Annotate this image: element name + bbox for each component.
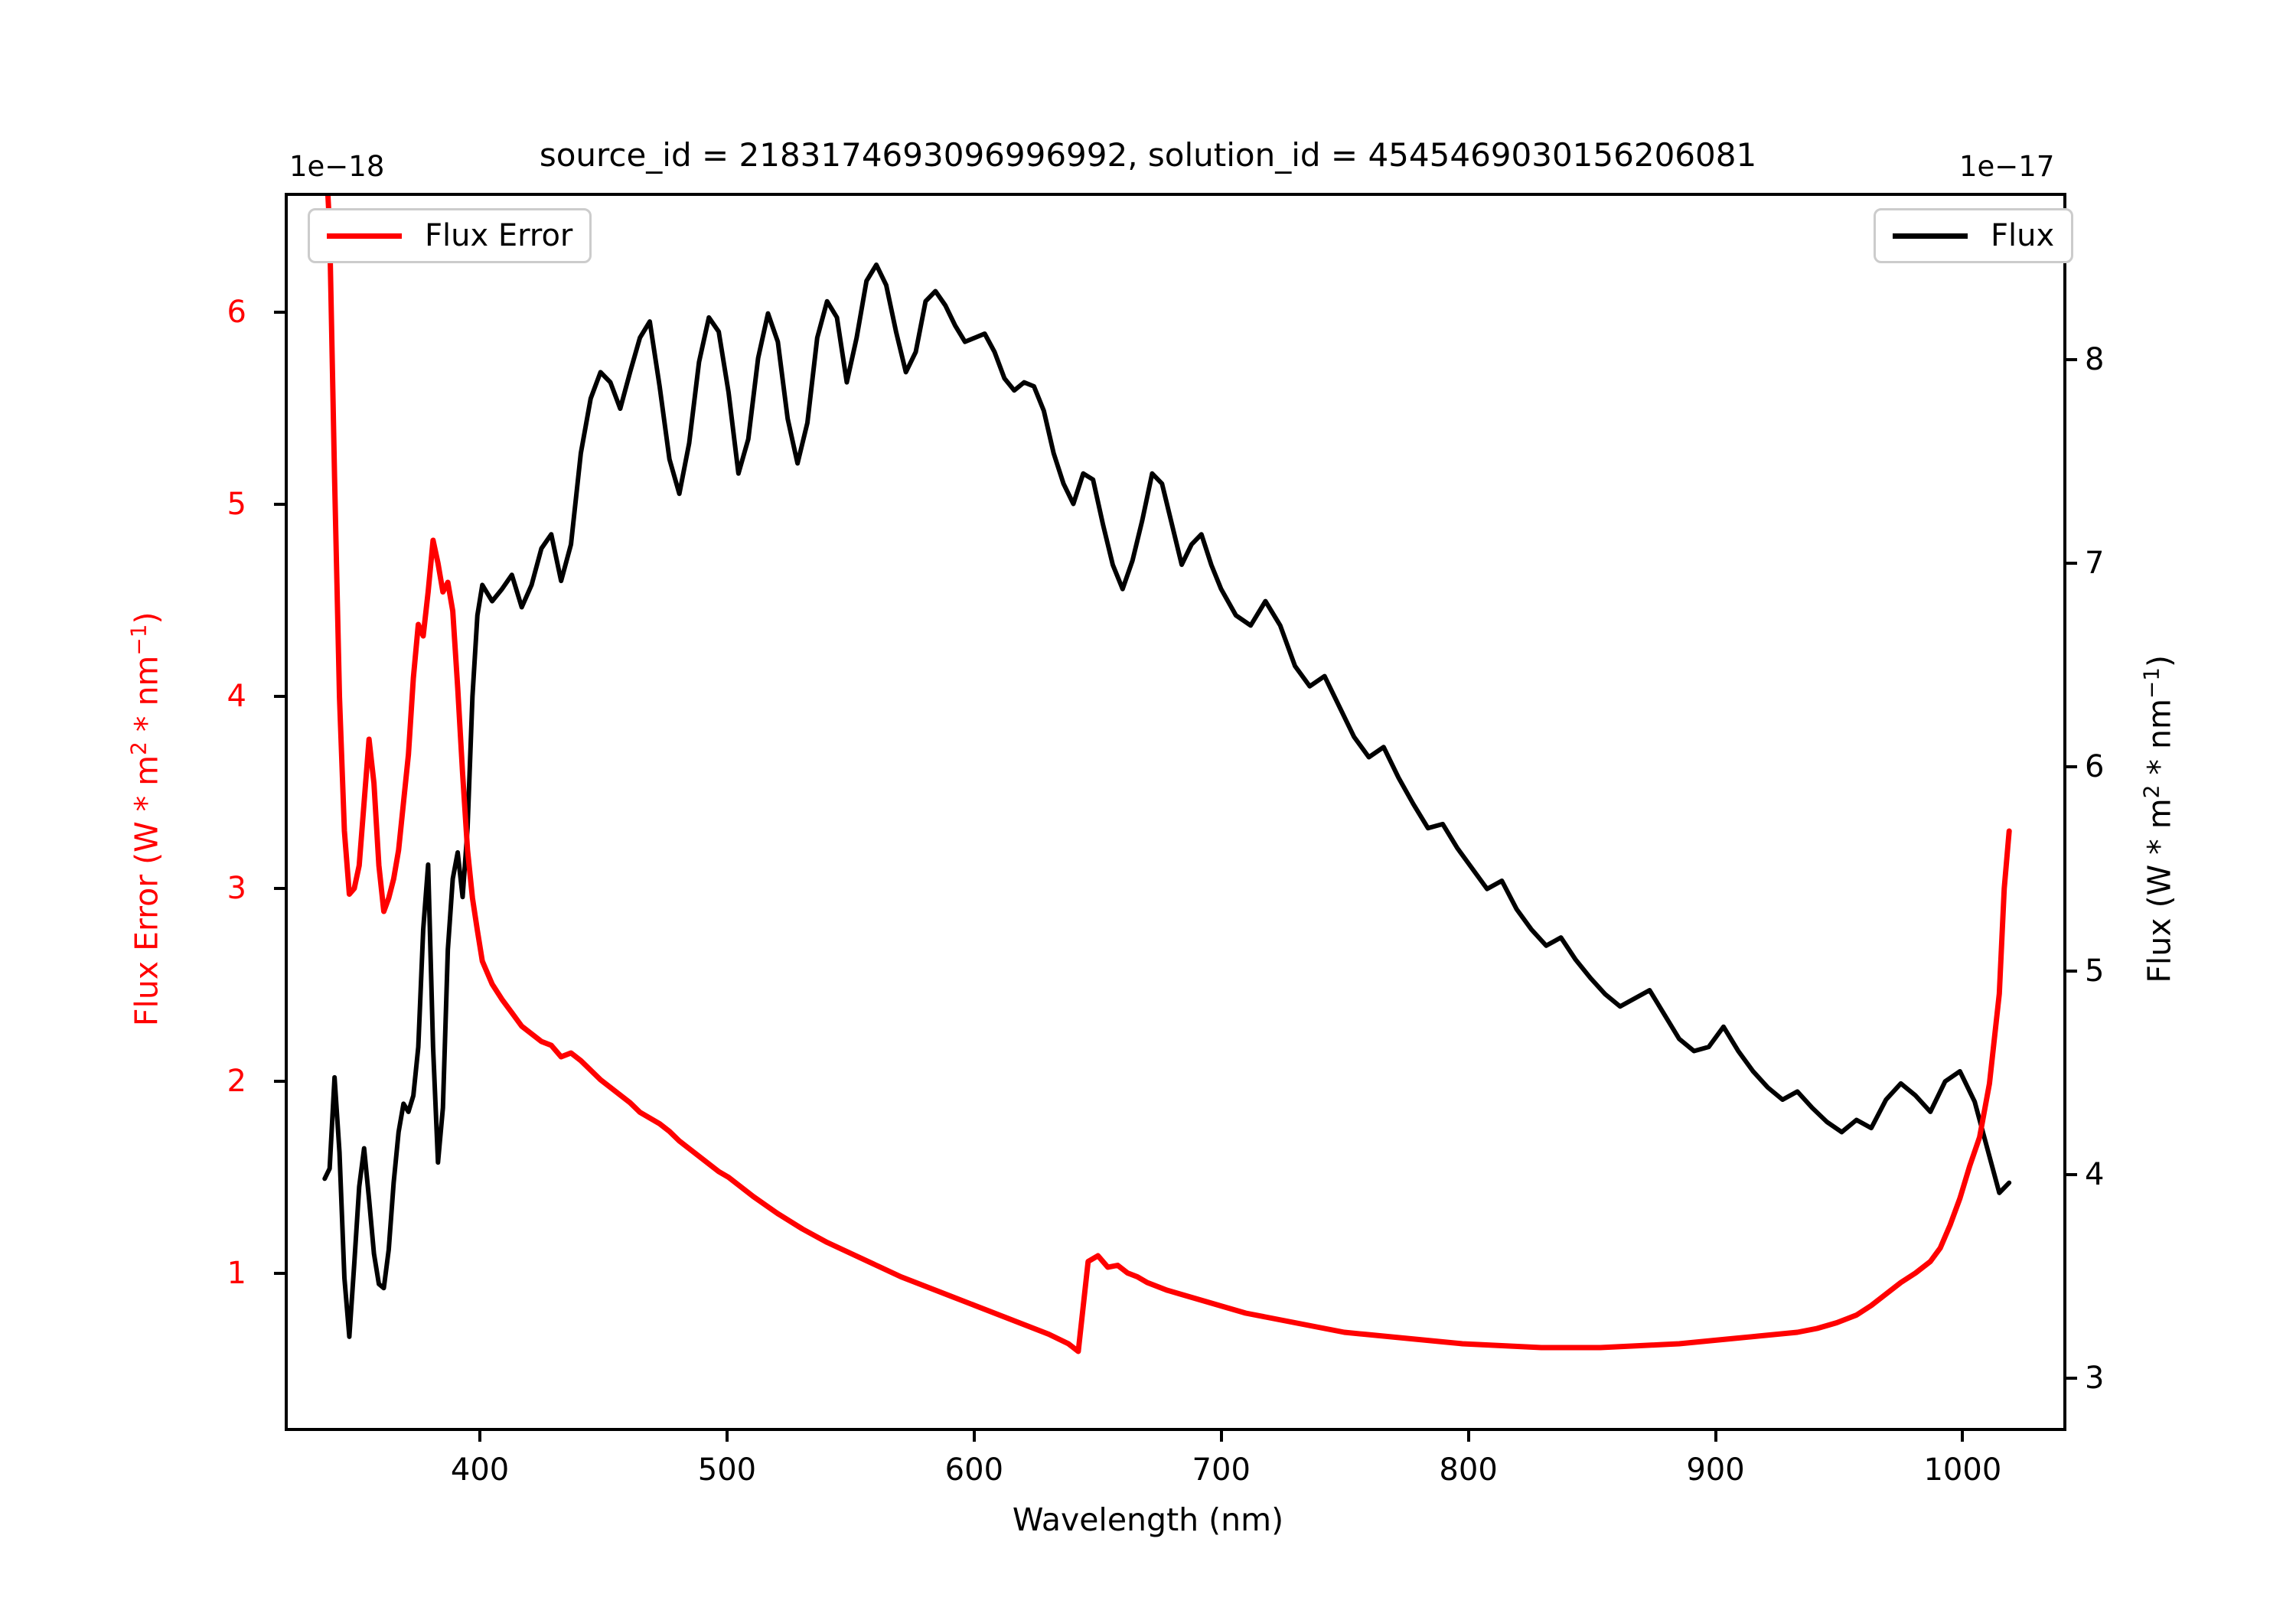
x-axis-title: Wavelength (nm) xyxy=(1012,1501,1284,1538)
x-tick-mark xyxy=(1961,1431,1965,1442)
left-axis-exponent-label: 1e−18 xyxy=(289,150,385,183)
left-y-tick-mark xyxy=(274,310,285,314)
x-tick-label: 700 xyxy=(1192,1452,1251,1488)
left-y-tick-label: 2 xyxy=(227,1063,246,1099)
plot-area xyxy=(285,193,2066,1431)
left-y-tick-mark xyxy=(274,1271,285,1275)
legend-flux[interactable]: Flux xyxy=(1874,208,2074,263)
x-tick-mark xyxy=(725,1431,729,1442)
x-tick-mark xyxy=(1714,1431,1717,1442)
right-y-axis-title-sup1: 2 xyxy=(2138,784,2164,799)
flux-error-line xyxy=(325,196,2012,1354)
right-y-tick-mark xyxy=(2066,1172,2077,1176)
right-y-tick-mark xyxy=(2066,1376,2077,1380)
legend-flux-label: Flux xyxy=(1991,218,2055,253)
left-y-tick-mark xyxy=(274,887,285,891)
left-y-tick-label: 6 xyxy=(227,294,246,330)
left-y-tick-mark xyxy=(274,1079,285,1083)
right-y-tick-label: 7 xyxy=(2085,546,2105,582)
left-y-tick-mark xyxy=(274,695,285,699)
right-y-tick-mark xyxy=(2066,969,2077,973)
right-y-axis-title-suffix: ) xyxy=(2141,655,2178,668)
right-y-tick-mark xyxy=(2066,358,2077,362)
left-y-tick-label: 1 xyxy=(227,1255,246,1291)
x-tick-mark xyxy=(1219,1431,1223,1442)
right-y-axis-title: Flux (W * m2 * nm−1) xyxy=(2139,436,2178,1201)
x-tick-label: 800 xyxy=(1439,1452,1498,1488)
plot-svg xyxy=(322,196,2012,1354)
left-y-axis-title: Flux Error (W * m2 * nm−1) xyxy=(126,436,165,1201)
chart-title: source_id = 2183174693096996992, solutio… xyxy=(539,136,1757,174)
right-y-tick-label: 5 xyxy=(2085,953,2105,989)
right-y-tick-label: 3 xyxy=(2085,1360,2105,1396)
right-axis-exponent-label: 1e−17 xyxy=(1959,150,2055,183)
right-y-tick-mark xyxy=(2066,562,2077,566)
right-y-axis-title-sup2: −1 xyxy=(2138,667,2164,699)
legend-flux-error[interactable]: Flux Error xyxy=(308,208,592,263)
right-y-axis-title-text: Flux (W * m xyxy=(2141,798,2178,983)
x-tick-label: 600 xyxy=(944,1452,1004,1488)
right-y-tick-mark xyxy=(2066,765,2077,769)
legend-flux-error-swatch xyxy=(327,233,402,239)
left-y-axis-title-suffix: ) xyxy=(128,611,165,624)
right-y-tick-label: 8 xyxy=(2085,342,2105,378)
right-y-axis-title-mid: * nm xyxy=(2141,699,2178,785)
left-y-axis-title-sup1: 2 xyxy=(126,742,152,755)
right-y-tick-label: 6 xyxy=(2085,749,2105,785)
left-y-tick-label: 3 xyxy=(227,871,246,907)
right-y-tick-label: 4 xyxy=(2085,1156,2105,1192)
legend-flux-swatch xyxy=(1893,233,1968,239)
legend-flux-error-label: Flux Error xyxy=(425,218,573,253)
left-y-axis-title-mid: * nm xyxy=(128,655,165,742)
left-y-axis-title-text: Flux Error (W * m xyxy=(128,755,165,1027)
left-y-axis-title-sup2: −1 xyxy=(126,624,152,656)
left-y-tick-label: 5 xyxy=(227,487,246,522)
x-tick-label: 500 xyxy=(697,1452,757,1488)
left-y-tick-label: 4 xyxy=(227,679,246,715)
x-tick-mark xyxy=(972,1431,976,1442)
x-tick-mark xyxy=(478,1431,482,1442)
x-tick-label: 1000 xyxy=(1923,1452,2002,1488)
flux-line xyxy=(322,262,2012,1339)
x-tick-mark xyxy=(1466,1431,1470,1442)
x-tick-label: 400 xyxy=(450,1452,510,1488)
x-tick-label: 900 xyxy=(1686,1452,1745,1488)
left-y-tick-mark xyxy=(274,503,285,506)
